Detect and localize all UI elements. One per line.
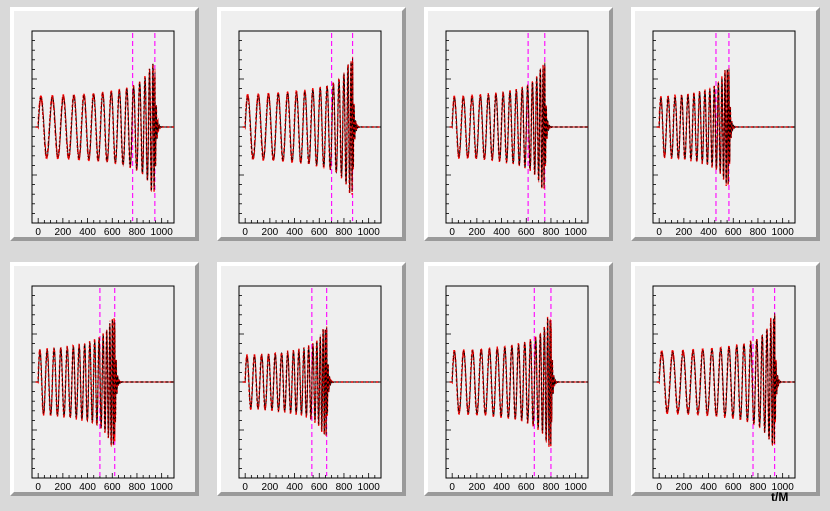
x-tick-label: 200: [676, 482, 693, 492]
x-tick-label: 1000: [565, 482, 588, 492]
x-tick-label: 1000: [151, 482, 174, 492]
x-tick-label: 400: [79, 227, 96, 237]
x-tick-label: 400: [79, 482, 96, 492]
plot-svg: 0 200 400 600 800 1000: [445, 285, 589, 492]
model-waveform-overlay: [449, 318, 588, 446]
x-tick-label: 1000: [772, 482, 795, 492]
x-tick-label: 1000: [565, 227, 588, 237]
x-tick-label: 0: [35, 227, 41, 237]
x-tick-label: 200: [55, 482, 72, 492]
x-tick-label: 600: [518, 227, 535, 237]
x-tick-label: 800: [543, 482, 560, 492]
plot-svg: 0 200 400 600 800 1000: [31, 285, 175, 492]
x-tick-label: 200: [469, 482, 486, 492]
x-tick-label: 600: [725, 227, 742, 237]
plot-panel-3: 0 200 400 600 800 1000: [424, 7, 613, 241]
plot-svg: 0 200 400 600 800 1000: [31, 30, 175, 237]
x-tick-label: 400: [700, 482, 717, 492]
model-waveform-overlay: [35, 64, 174, 192]
x-tick-label: 0: [242, 482, 248, 492]
model-waveform-overlay: [449, 62, 588, 189]
model-waveform-overlay: [242, 326, 381, 436]
x-tick-label: 0: [449, 482, 455, 492]
x-tick-label: 800: [336, 227, 353, 237]
plot-svg: 0 200 400 600 800 1000: [238, 285, 382, 492]
x-tick-label: 200: [55, 227, 72, 237]
x-tick-label: 600: [725, 482, 742, 492]
x-tick-label: 0: [656, 227, 662, 237]
x-tick-label: 600: [518, 482, 535, 492]
x-tick-label: 0: [35, 482, 41, 492]
x-tick-label: 600: [104, 227, 121, 237]
x-tick-label: 1000: [358, 482, 381, 492]
x-tick-label: 600: [104, 482, 121, 492]
x-tick-label: 800: [543, 227, 560, 237]
x-tick-label: 800: [750, 227, 767, 237]
x-tick-label: 400: [286, 227, 303, 237]
plot-panel-5: 0 200 400 600 800 1000: [10, 262, 199, 496]
x-tick-label: 800: [129, 227, 146, 237]
plot-panel-2: 0 200 400 600 800 1000: [217, 7, 406, 241]
x-tick-label: 0: [449, 227, 455, 237]
plot-panel-7: 0 200 400 600 800 1000: [424, 262, 613, 496]
plot-panel-4: 0 200 400 600 800 1000: [631, 7, 820, 241]
plot-svg: 0 200 400 600 800 1000: [445, 30, 589, 237]
x-tick-label: 400: [286, 482, 303, 492]
x-tick-label: 600: [311, 482, 328, 492]
x-tick-label: 200: [262, 227, 279, 237]
model-waveform-overlay: [242, 56, 381, 194]
model-waveform-overlay: [35, 319, 174, 448]
plot-svg: 0 200 400 600 800 1000: [652, 285, 796, 492]
x-tick-label: 200: [469, 227, 486, 237]
x-tick-label: 400: [493, 227, 510, 237]
x-tick-label: 1000: [772, 227, 795, 237]
plot-svg: 0 200 400 600 800 1000: [238, 30, 382, 237]
model-waveform-overlay: [656, 67, 795, 184]
x-tick-label: 800: [750, 482, 767, 492]
plot-panel-1: 0 200 400 600 800 1000: [10, 7, 199, 241]
x-tick-label: 800: [129, 482, 146, 492]
x-tick-label: 400: [700, 227, 717, 237]
numerical-waveform: [35, 319, 174, 445]
x-tick-label: 1000: [151, 227, 174, 237]
x-tick-label: 1000: [358, 227, 381, 237]
plot-panel-6: 0 200 400 600 800 1000: [217, 262, 406, 496]
x-tick-label: 0: [656, 482, 662, 492]
x-axis-label: t/M: [771, 490, 789, 504]
x-tick-label: 200: [262, 482, 279, 492]
x-tick-label: 800: [336, 482, 353, 492]
x-tick-label: 0: [242, 227, 248, 237]
plot-panel-8: 0 200 400 600 800 1000: [631, 262, 820, 496]
plot-svg: 0 200 400 600 800 1000: [652, 30, 796, 237]
x-tick-label: 600: [311, 227, 328, 237]
x-tick-label: 200: [676, 227, 693, 237]
x-tick-label: 400: [493, 482, 510, 492]
